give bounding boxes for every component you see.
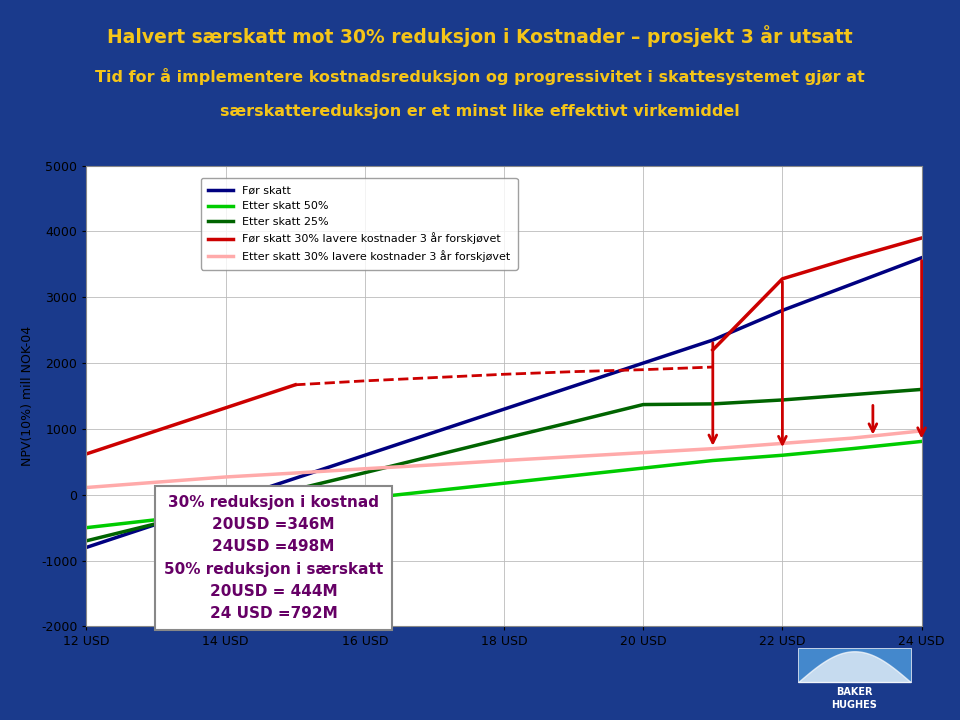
Etter skatt 30% lavere kostnader 3 år forskjøvet [777, 439, 788, 448]
Etter skatt 30% lavere kostnader 3 år forskjøvet [847, 434, 858, 443]
Før skatt [81, 543, 92, 552]
Etter skatt 25% [220, 502, 231, 510]
Før skatt 30% lavere kostnader 3 år forskjøvet [847, 253, 858, 262]
Text: BAKER: BAKER [836, 688, 873, 697]
Før skatt [290, 474, 301, 482]
Før skatt [498, 405, 510, 413]
Før skatt 30% lavere kostnader 3 år forskjøvet [707, 346, 718, 354]
Text: HUGHES: HUGHES [831, 700, 877, 710]
Etter skatt 50% [428, 487, 440, 495]
Etter skatt 50% [916, 437, 927, 446]
Etter skatt 30% lavere kostnader 3 år forskjøvet [916, 426, 927, 435]
Etter skatt 50% [567, 472, 579, 480]
Før skatt [847, 280, 858, 289]
Etter skatt 50% [220, 508, 231, 517]
Før skatt [916, 253, 927, 262]
Etter skatt 50% [707, 456, 718, 465]
Etter skatt 25% [567, 418, 579, 426]
Etter skatt 25% [498, 434, 510, 443]
Text: Halvert særskatt mot 30% reduksjon i Kostnader – prosjekt 3 år utsatt: Halvert særskatt mot 30% reduksjon i Kos… [108, 25, 852, 48]
Line: Før skatt: Før skatt [86, 258, 922, 547]
Etter skatt 50% [290, 501, 301, 510]
Etter skatt 25% [707, 400, 718, 408]
Text: Tid for å implementere kostnadsreduksjon og progressivitet i skattesystemet gjør: Tid for å implementere kostnadsreduksjon… [95, 68, 865, 86]
Etter skatt 30% lavere kostnader 3 år forskjøvet [150, 478, 161, 487]
Før skatt [359, 451, 371, 459]
Etter skatt 50% [359, 494, 371, 503]
Etter skatt 50% [150, 516, 161, 524]
Etter skatt 30% lavere kostnader 3 år forskjøvet [290, 469, 301, 477]
Y-axis label: NPV(10%) mill NOK-04: NPV(10%) mill NOK-04 [21, 326, 34, 466]
Legend: Før skatt, Etter skatt 50%, Etter skatt 25%, Før skatt 30% lavere kostnader 3 år: Før skatt, Etter skatt 50%, Etter skatt … [201, 178, 517, 270]
Text: 30% reduksjon i kostnad
20USD =346M
24USD =498M
50% reduksjon i særskatt
20USD =: 30% reduksjon i kostnad 20USD =346M 24US… [164, 495, 383, 621]
Line: Før skatt 30% lavere kostnader 3 år forskjøvet: Før skatt 30% lavere kostnader 3 år fors… [712, 238, 922, 350]
Etter skatt 30% lavere kostnader 3 år forskjøvet [220, 472, 231, 481]
Etter skatt 30% lavere kostnader 3 år forskjøvet [81, 483, 92, 492]
Før skatt [777, 306, 788, 315]
Etter skatt 25% [916, 385, 927, 394]
Etter skatt 50% [637, 464, 649, 472]
Etter skatt 25% [777, 395, 788, 404]
Etter skatt 50% [847, 444, 858, 453]
Før skatt [220, 497, 231, 505]
Før skatt [150, 520, 161, 528]
Etter skatt 50% [777, 451, 788, 459]
Line: Etter skatt 30% lavere kostnader 3 år forskjøvet: Etter skatt 30% lavere kostnader 3 år fo… [86, 431, 922, 487]
Etter skatt 30% lavere kostnader 3 år forskjøvet [498, 456, 510, 465]
Før skatt [637, 359, 649, 367]
Etter skatt 50% [81, 523, 92, 532]
Line: Etter skatt 50%: Etter skatt 50% [86, 441, 922, 528]
Text: særskattereduksjon er et minst like effektivt virkemiddel: særskattereduksjon er et minst like effe… [220, 104, 740, 120]
Etter skatt 25% [81, 536, 92, 545]
Etter skatt 30% lavere kostnader 3 år forskjøvet [637, 449, 649, 457]
Line: Etter skatt 25%: Etter skatt 25% [86, 390, 922, 541]
Etter skatt 30% lavere kostnader 3 år forskjøvet [567, 452, 579, 461]
Før skatt 30% lavere kostnader 3 år forskjøvet [916, 234, 927, 243]
Etter skatt 25% [359, 469, 371, 477]
Etter skatt 25% [150, 519, 161, 528]
Før skatt 30% lavere kostnader 3 år forskjøvet [777, 274, 788, 283]
Etter skatt 30% lavere kostnader 3 år forskjøvet [707, 444, 718, 453]
Før skatt [567, 382, 579, 390]
Etter skatt 25% [290, 485, 301, 494]
Etter skatt 30% lavere kostnader 3 år forskjøvet [359, 464, 371, 473]
Bar [799, 648, 910, 682]
Etter skatt 25% [637, 400, 649, 409]
Før skatt [707, 336, 718, 344]
Før skatt [428, 428, 440, 436]
Etter skatt 50% [498, 479, 510, 487]
Etter skatt 25% [847, 390, 858, 399]
Etter skatt 25% [428, 451, 440, 460]
Etter skatt 30% lavere kostnader 3 år forskjøvet [428, 461, 440, 469]
